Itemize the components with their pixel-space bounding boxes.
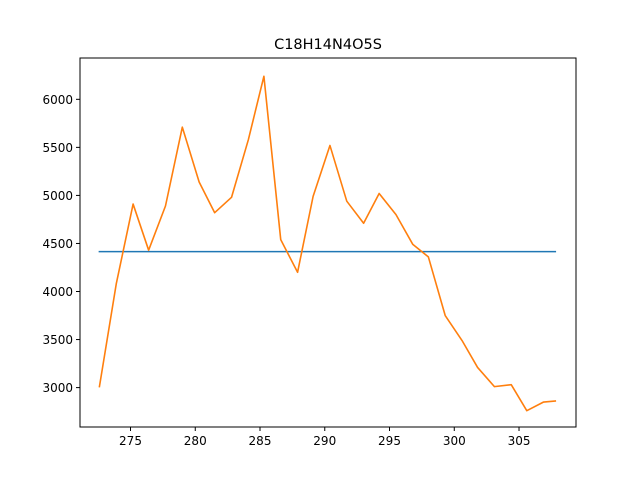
y-tick-label: 5000 [42,189,73,203]
x-tick-label: 275 [119,434,142,448]
x-tick-label: 295 [378,434,401,448]
plot-frame [79,57,577,428]
plot-series [98,75,557,412]
y-tick-label: 6000 [42,93,73,107]
x-tick-label: 305 [508,434,531,448]
y-tick-label: 5500 [42,141,73,155]
x-tick-label: 280 [184,434,207,448]
y-axis: 3000 3500 4000 4500 5000 5500 6000 [42,93,80,395]
y-tick-label: 3000 [42,381,73,395]
y-tick-label: 4500 [42,237,73,251]
x-tick-label: 300 [443,434,466,448]
y-tick-label: 4000 [42,285,73,299]
chart-title: C18H14N4O5S [274,37,382,53]
x-tick-label: 290 [313,434,336,448]
series-line-2 [98,75,557,412]
x-axis: 275 280 285 290 295 300 305 [119,427,530,448]
x-tick-label: 285 [249,434,272,448]
y-tick-label: 3500 [42,333,73,347]
